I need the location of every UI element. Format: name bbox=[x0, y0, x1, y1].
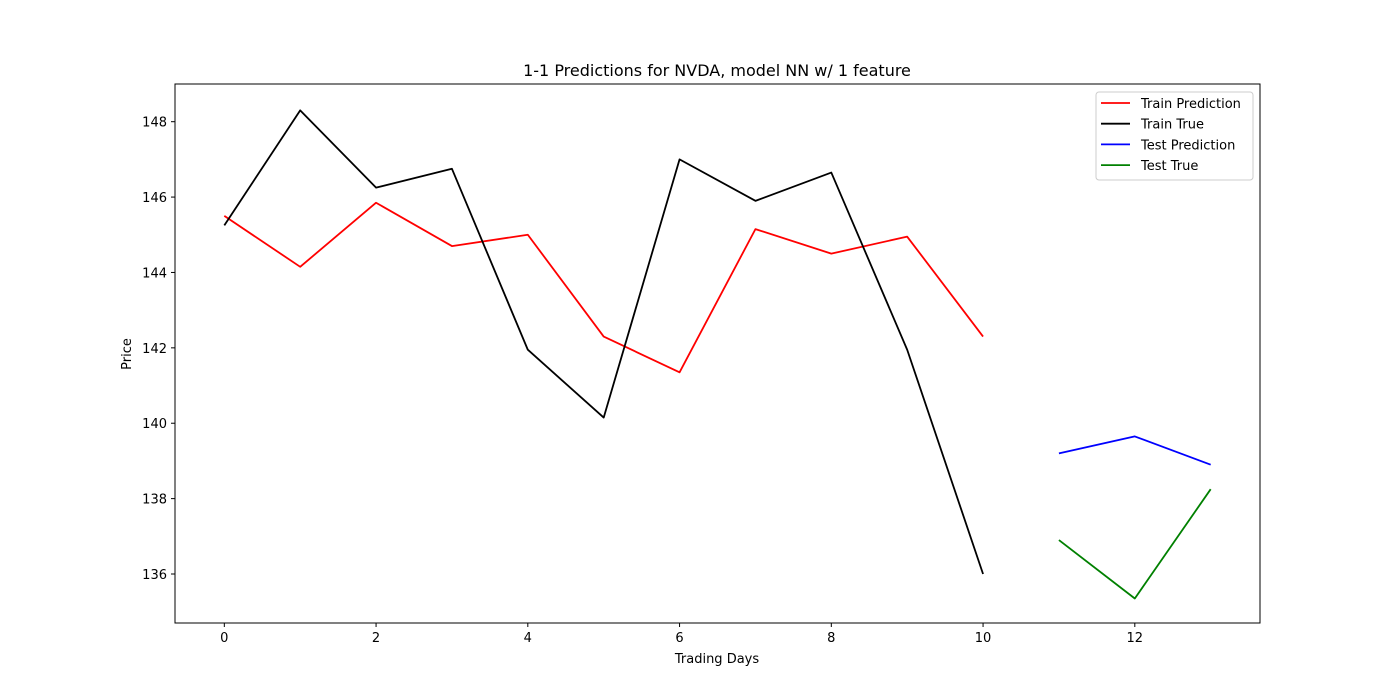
series-line-test-prediction bbox=[1058, 435, 1211, 466]
x-tick-label: 10 bbox=[975, 631, 992, 646]
series-line-test-true bbox=[1058, 488, 1212, 600]
x-tick-label: 2 bbox=[372, 631, 380, 646]
plot-frame bbox=[174, 83, 1261, 624]
x-tick-label: 8 bbox=[827, 631, 835, 646]
x-tick-label: 6 bbox=[675, 631, 683, 646]
y-tick-label: 148 bbox=[142, 116, 167, 131]
y-tick-label: 140 bbox=[142, 417, 167, 432]
x-axis-label: Trading Days bbox=[674, 652, 759, 667]
legend-label-test-true: Test True bbox=[1140, 159, 1198, 174]
legend-label-train-true: Train True bbox=[1140, 118, 1204, 133]
y-tick-label: 138 bbox=[142, 493, 167, 508]
y-tick-label: 144 bbox=[142, 266, 167, 281]
series-line-train-true bbox=[223, 109, 984, 575]
y-tick-label: 136 bbox=[142, 568, 167, 583]
y-tick-label: 146 bbox=[142, 191, 167, 206]
plot-series bbox=[223, 109, 1212, 600]
series-line-train-prediction bbox=[223, 201, 984, 374]
y-tick-label: 142 bbox=[142, 342, 167, 357]
legend-label-test-prediction: Test Prediction bbox=[1140, 138, 1235, 153]
x-axis-ticks: 0 2 4 6 8 10 12 bbox=[220, 623, 1143, 646]
x-tick-label: 4 bbox=[524, 631, 532, 646]
legend: Train Prediction Train True Test Predictio… bbox=[1095, 91, 1254, 181]
x-tick-label: 12 bbox=[1127, 631, 1144, 646]
x-tick-label: 0 bbox=[220, 631, 228, 646]
y-axis-ticks: 136 138 140 142 144 146 148 bbox=[142, 116, 175, 583]
y-axis-label: Price bbox=[120, 338, 135, 370]
chart-title: 1-1 Predictions for NVDA, model NN w/ 1 … bbox=[523, 61, 911, 80]
legend-label-train-prediction: Train Prediction bbox=[1140, 97, 1241, 112]
legend-box bbox=[1095, 91, 1254, 181]
